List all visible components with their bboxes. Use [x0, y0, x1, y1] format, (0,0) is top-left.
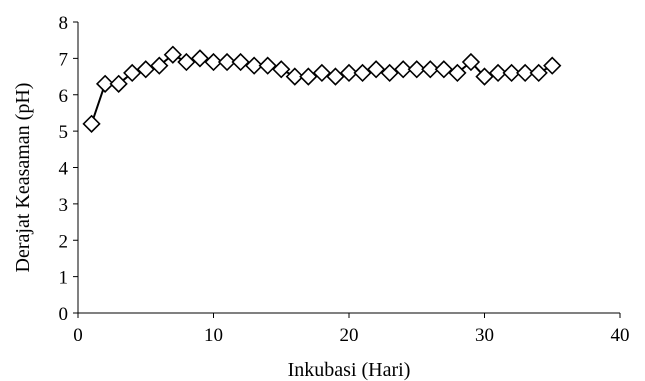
series-layer — [82, 45, 562, 133]
x-tick-labels: 0 10 20 30 40 — [73, 313, 630, 346]
x-tick-label: 40 — [611, 325, 630, 346]
data-point — [150, 56, 169, 75]
data-point — [475, 67, 494, 86]
y-tick-label: 8 — [59, 13, 69, 34]
data-point — [299, 67, 318, 86]
x-tick-label: 20 — [340, 325, 359, 346]
data-point — [95, 74, 115, 93]
data-point — [326, 67, 345, 86]
y-tick-label: 4 — [59, 159, 69, 180]
y-tick-labels: 0 1 2 3 4 5 6 7 8 — [59, 13, 78, 325]
data-point — [516, 63, 535, 83]
data-point — [245, 56, 264, 75]
y-tick-label: 3 — [59, 195, 69, 216]
data-point — [380, 63, 399, 83]
x-tick-label: 0 — [73, 325, 83, 346]
data-point — [136, 60, 155, 79]
data-point — [543, 56, 562, 75]
data-point — [488, 63, 508, 83]
data-point — [272, 60, 291, 79]
data-point — [312, 63, 332, 83]
y-tick-label: 2 — [59, 231, 69, 252]
data-point — [204, 52, 223, 72]
data-point — [434, 60, 453, 79]
data-point — [448, 63, 467, 83]
data-point — [123, 63, 142, 83]
x-tick-label: 30 — [475, 325, 494, 346]
data-point — [366, 60, 386, 79]
x-axis-title: Inkubasi (Hari) — [288, 359, 411, 381]
data-point — [529, 63, 548, 83]
y-axis-title: Derajat Keasaman (pH) — [12, 83, 34, 273]
data-point — [177, 52, 196, 72]
data-point — [339, 63, 359, 83]
y-tick-label: 5 — [59, 122, 69, 143]
data-point — [258, 56, 277, 75]
data-point — [285, 67, 304, 86]
y-tick-label: 7 — [59, 49, 69, 70]
data-point — [394, 60, 413, 79]
data-point — [231, 52, 250, 72]
data-point — [109, 74, 128, 93]
y-tick-label: 6 — [59, 86, 69, 107]
data-point — [217, 52, 237, 72]
data-point — [407, 60, 426, 79]
data-point — [421, 60, 440, 79]
y-tick-label: 0 — [59, 304, 69, 325]
data-point — [353, 63, 372, 83]
x-tick-label: 10 — [204, 325, 223, 346]
data-point — [163, 45, 182, 64]
y-tick-label: 1 — [59, 268, 69, 289]
data-point — [190, 49, 210, 68]
data-point — [502, 63, 521, 83]
data-point — [461, 52, 481, 72]
data-point — [82, 114, 101, 133]
